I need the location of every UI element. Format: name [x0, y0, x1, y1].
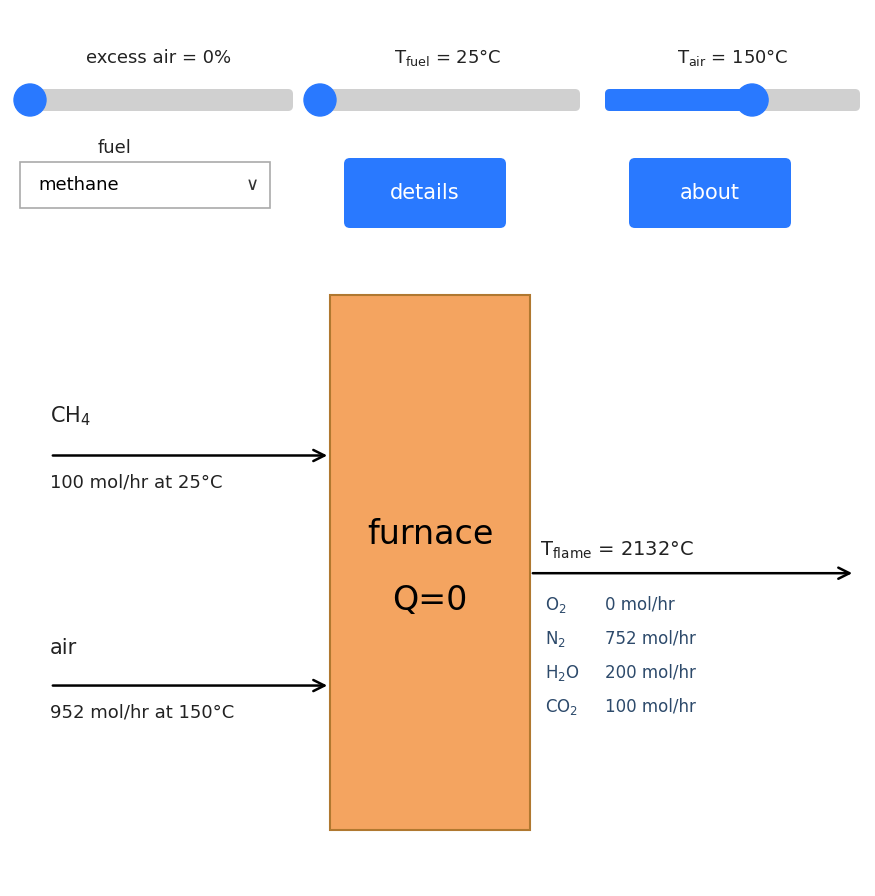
Text: methane: methane — [38, 176, 119, 194]
Text: H$_2$O: H$_2$O — [545, 663, 580, 683]
FancyBboxPatch shape — [315, 89, 580, 111]
Text: about: about — [680, 183, 740, 203]
Text: 100 mol/hr at 25°C: 100 mol/hr at 25°C — [50, 473, 222, 492]
Text: T$_{\mathregular{air}}$ = 150°C: T$_{\mathregular{air}}$ = 150°C — [677, 47, 788, 68]
Text: Q=0: Q=0 — [392, 584, 468, 617]
FancyBboxPatch shape — [330, 295, 530, 830]
Text: 0 mol/hr: 0 mol/hr — [605, 595, 675, 613]
FancyBboxPatch shape — [605, 89, 860, 111]
Text: T$_{\mathregular{fuel}}$ = 25°C: T$_{\mathregular{fuel}}$ = 25°C — [395, 47, 501, 68]
Text: N$_2$: N$_2$ — [545, 629, 566, 650]
Text: 200 mol/hr: 200 mol/hr — [605, 663, 696, 681]
Circle shape — [304, 84, 336, 116]
Circle shape — [736, 84, 768, 116]
Text: details: details — [390, 183, 460, 203]
Text: fuel: fuel — [98, 139, 132, 157]
FancyBboxPatch shape — [344, 158, 506, 228]
Text: excess air = 0%: excess air = 0% — [87, 49, 232, 67]
Text: ∨: ∨ — [245, 176, 259, 194]
Text: CH$_4$: CH$_4$ — [50, 404, 91, 427]
Circle shape — [14, 84, 46, 116]
Text: O$_2$: O$_2$ — [545, 595, 566, 616]
Text: air: air — [50, 638, 77, 658]
Text: 100 mol/hr: 100 mol/hr — [605, 697, 696, 715]
Text: 752 mol/hr: 752 mol/hr — [605, 629, 696, 647]
Text: T$_{\mathregular{flame}}$ = 2132°C: T$_{\mathregular{flame}}$ = 2132°C — [540, 540, 694, 561]
FancyBboxPatch shape — [20, 162, 270, 208]
Text: 952 mol/hr at 150°C: 952 mol/hr at 150°C — [50, 703, 235, 721]
FancyBboxPatch shape — [605, 89, 757, 111]
FancyBboxPatch shape — [25, 89, 293, 111]
Text: furnace: furnace — [367, 518, 494, 551]
FancyBboxPatch shape — [629, 158, 791, 228]
Text: CO$_2$: CO$_2$ — [545, 697, 578, 717]
